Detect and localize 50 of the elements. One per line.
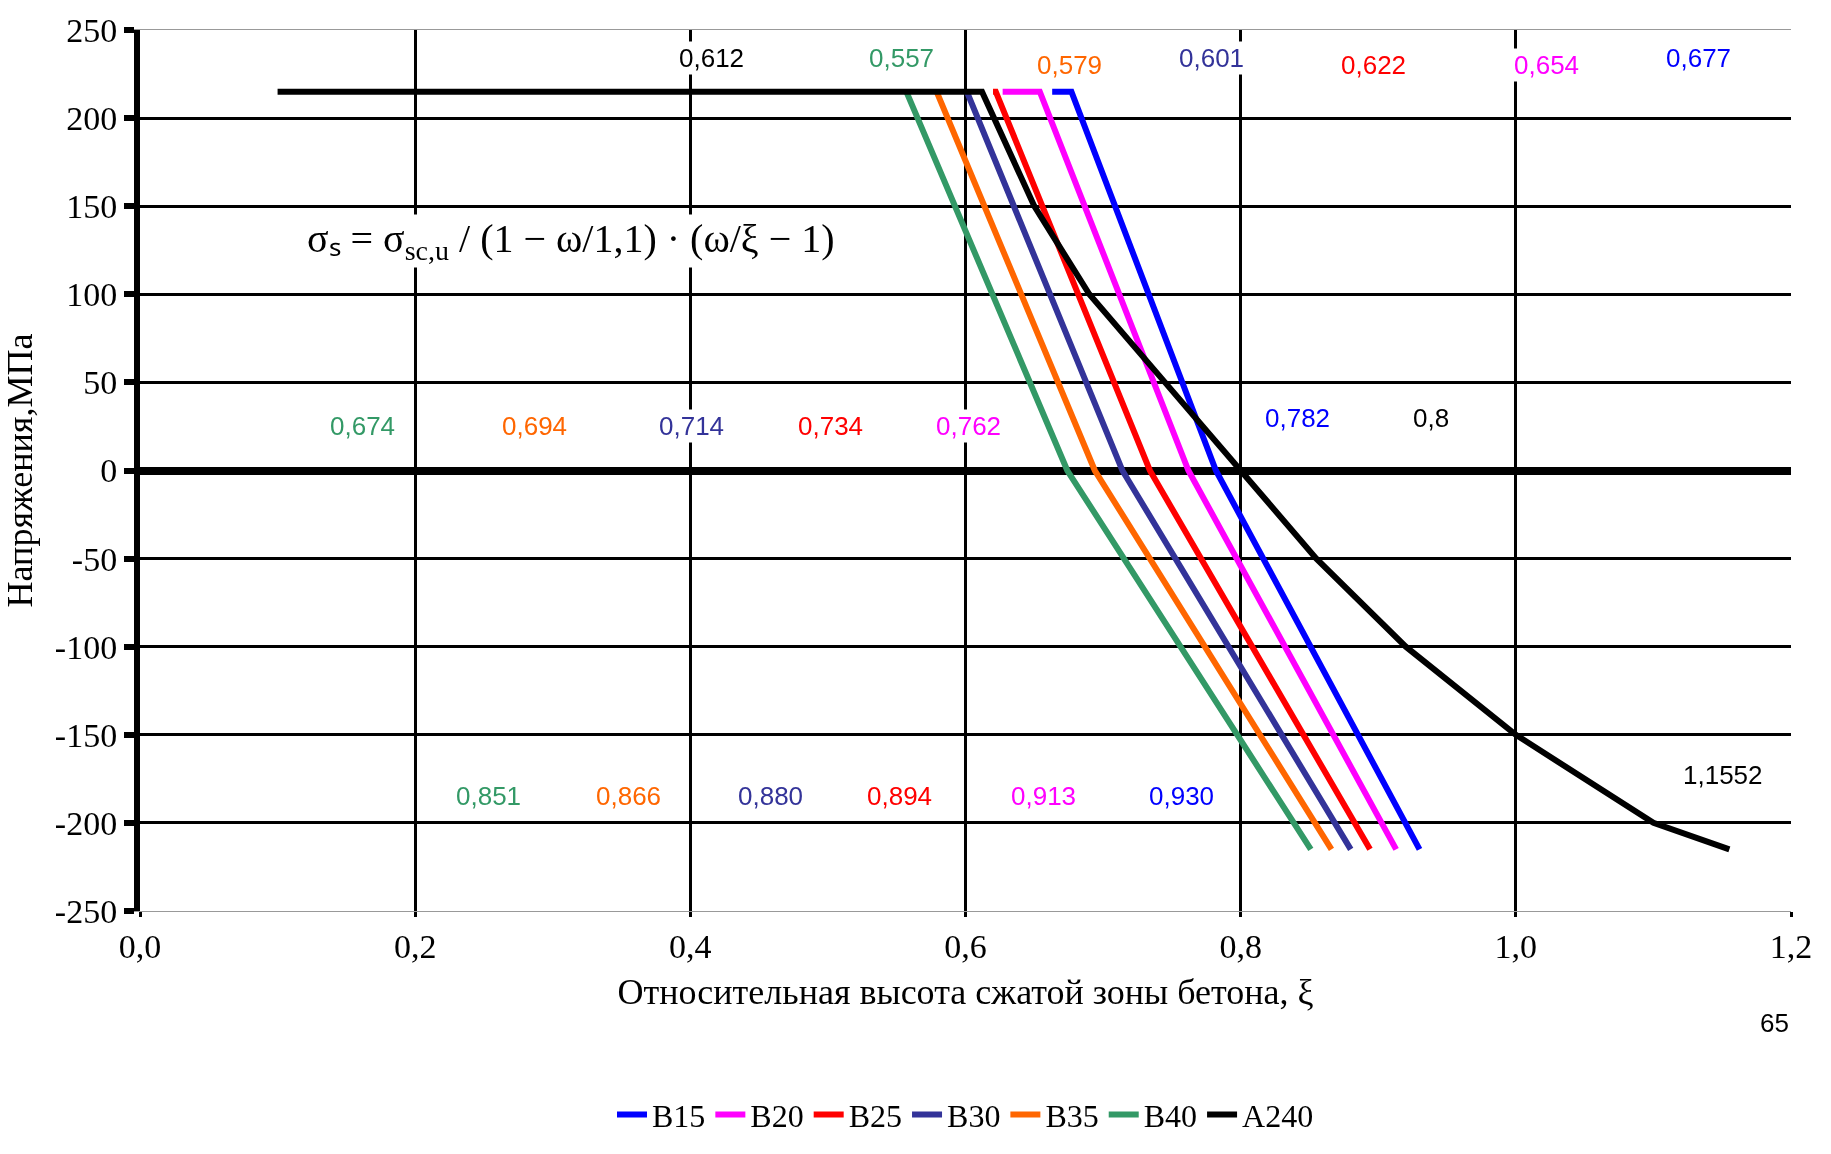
- legend-label: B35: [1045, 1097, 1099, 1134]
- y-tick-label: 200: [66, 100, 118, 137]
- legend-label: A240: [1242, 1097, 1314, 1134]
- y-tick-label: 0: [100, 452, 118, 490]
- y-tick-label: -150: [54, 716, 118, 754]
- x-tick-label: 0,2: [393, 927, 437, 965]
- annotation: 0,654: [1514, 50, 1580, 80]
- annotation: 0,782: [1265, 403, 1331, 433]
- y-tick-label: -250: [54, 892, 118, 930]
- annotation: 0,714: [659, 411, 725, 441]
- y-tick-label: 100: [66, 276, 118, 314]
- x-tick-label: 0,6: [944, 927, 987, 965]
- annotation: 1,1552: [1683, 760, 1763, 790]
- legend-label: B40: [1143, 1097, 1198, 1134]
- x-tick-label: 0,4: [669, 927, 712, 965]
- y-axis-title: Напряжения,МПа: [0, 333, 40, 608]
- annotation: 0,851: [456, 781, 522, 811]
- annotation: 0,866: [596, 781, 662, 811]
- annotation: 0,694: [502, 411, 568, 441]
- x-tick-label: 1,2: [1769, 927, 1813, 965]
- annotation: 0,677: [1666, 43, 1732, 73]
- y-tick-label: 50: [83, 364, 118, 402]
- x-tick-label: 1,0: [1494, 927, 1538, 965]
- annotation: 0,930: [1149, 781, 1215, 811]
- annotation: 0,622: [1341, 50, 1407, 80]
- legend-label: B15: [652, 1097, 706, 1134]
- y-tick-label: -100: [54, 628, 118, 666]
- y-tick-label: -50: [71, 540, 118, 578]
- x-tick-label: 0,8: [1219, 927, 1262, 965]
- annotation: 0,601: [1179, 43, 1245, 73]
- text: 65: [1760, 1008, 1789, 1038]
- y-tick-label: 250: [66, 11, 118, 49]
- annotation: 0,734: [798, 411, 864, 441]
- annotation: 0,612: [679, 43, 745, 73]
- annotation: 0,913: [1011, 781, 1077, 811]
- annotation: 0,762: [936, 411, 1002, 441]
- annotation: 0,557: [869, 43, 935, 73]
- y-tick-label: -200: [54, 804, 118, 842]
- annotation: σₛ = σ$_{sc,u}$ / (1 − ω/1,1) · (ω/ξ − 1): [307, 216, 835, 267]
- y-tick-label: 150: [66, 188, 118, 226]
- annotation: 0,8: [1413, 403, 1450, 433]
- annotation: 0,880: [738, 781, 804, 811]
- legend-label: B20: [750, 1097, 804, 1134]
- x-tick-label: 0,0: [118, 927, 162, 965]
- legend-label: B30: [947, 1097, 1001, 1134]
- annotation: 0,579: [1037, 50, 1103, 80]
- annotation: 0,894: [867, 781, 933, 811]
- annotation: 0,674: [330, 411, 396, 441]
- legend-label: B25: [848, 1097, 903, 1134]
- x-axis-title: Относительная высота сжатой зоны бетона, ξ: [617, 972, 1314, 1013]
